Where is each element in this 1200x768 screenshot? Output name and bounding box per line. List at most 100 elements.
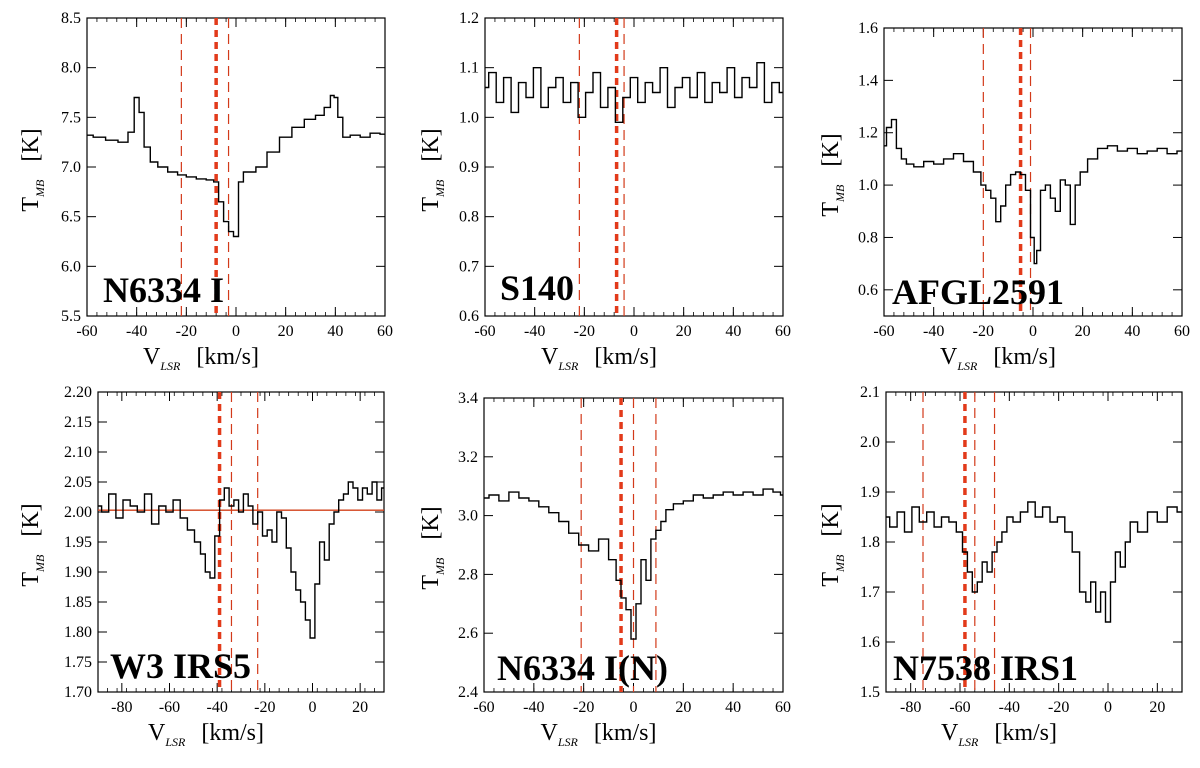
y-axis-label: TMB [K] (818, 133, 847, 216)
y-tick-label: 1.85 (64, 594, 92, 611)
y-tick-label: 1.75 (64, 654, 92, 671)
y-tick-label: 1.2 (858, 125, 878, 142)
y-axis-unit: [K] (418, 128, 444, 167)
y-axis-unit: [K] (818, 133, 844, 172)
y-tick-label: 1.8 (860, 534, 880, 551)
x-tick-label: -20 (574, 323, 595, 340)
y-tick-label: 2.05 (64, 474, 92, 491)
x-tick-label: -20 (973, 323, 994, 340)
panel-4: -80 -60 -40 -20 0 20 1.70 1.75 1.80 1.85 1.90 1.95 2… (18, 384, 385, 749)
x-axis-label: VLSR [km/s] (940, 344, 1056, 373)
y-axis-subscript: MB (433, 557, 447, 576)
spectrum-line (484, 488, 783, 640)
x-tick-label: -20 (573, 699, 594, 716)
spectrum-line (98, 481, 384, 639)
y-tick-label: 5.5 (61, 308, 81, 325)
x-tick-label: -80 (900, 699, 921, 716)
y-axis-label: TMB [K] (418, 506, 447, 589)
y-tick-label: 1.80 (64, 624, 92, 641)
x-axis-unit: [km/s] (195, 720, 264, 746)
spectrum-line (485, 62, 783, 123)
y-tick-label: 1.6 (860, 634, 880, 651)
x-tick-label: 20 (675, 699, 691, 716)
y-tick-label: 6.0 (61, 258, 81, 275)
x-tick-label: -20 (176, 323, 197, 340)
y-axis-label: TMB [K] (18, 128, 47, 211)
y-axis-subscript: MB (433, 179, 447, 198)
x-tick-label: 40 (327, 323, 343, 340)
x-tick-label: -20 (254, 699, 275, 716)
x-tick-label: 20 (1149, 699, 1165, 716)
x-axis-subscript: LSR (159, 359, 181, 373)
x-tick-label: 60 (377, 323, 393, 340)
y-tick-label: 2.15 (64, 414, 92, 431)
x-tick-label: 0 (1104, 699, 1112, 716)
x-tick-label: 40 (725, 323, 741, 340)
x-tick-label: -60 (473, 699, 494, 716)
y-tick-label: 2.0 (860, 434, 880, 451)
y-tick-label: 6.5 (61, 209, 81, 226)
y-tick-label: 2.00 (64, 504, 92, 521)
x-axis-subscript: LSR (557, 735, 579, 749)
x-tick-label: 0 (630, 699, 638, 716)
y-tick-label: 2.10 (64, 444, 92, 461)
x-tick-label: 20 (352, 699, 368, 716)
y-tick-label: 1.6 (858, 20, 878, 37)
y-tick-label: 0.8 (858, 229, 878, 246)
x-tick-label: 60 (775, 323, 791, 340)
panel-2: -60 -40 -20 0 20 40 60 0.6 0.7 0.8 0.9 1.0 1.1 1.2 S14… (418, 10, 791, 373)
source-name-label: AFGL2591 (892, 272, 1064, 312)
y-tick-label: 0.8 (459, 209, 479, 226)
panel-5: -60 -40 -20 0 20 40 60 2.4 2.6 2.8 3.0 3.2 3.4 N6334 … (418, 390, 791, 749)
y-axis-label: TMB [K] (18, 503, 47, 586)
y-axis-label: TMB [K] (418, 128, 447, 211)
x-tick-label: 60 (1174, 323, 1190, 340)
x-axis-unit: [km/s] (588, 344, 657, 370)
x-axis-unit: [km/s] (987, 344, 1056, 370)
x-tick-label: -60 (474, 323, 495, 340)
source-name-label: S140 (500, 268, 574, 308)
x-tick-label: 0 (630, 323, 638, 340)
y-tick-label: 2.6 (458, 625, 478, 642)
x-tick-label: 0 (309, 699, 317, 716)
x-tick-label: -40 (126, 323, 147, 340)
x-tick-label: -20 (1048, 699, 1069, 716)
x-tick-label: -80 (111, 699, 132, 716)
panel-1: -60 -40 -20 0 20 40 60 5.5 6.0 6.5 7.0 7.5 8.0 8.5 N63… (18, 10, 393, 373)
x-axis-label: VLSR [km/s] (148, 720, 264, 749)
panel-3: -60 -40 -20 0 20 40 60 0.6 0.8 1.0 1.2 1.4 1.6 AFGL25… (818, 20, 1190, 373)
y-tick-label: 3.2 (458, 449, 478, 466)
source-name-label: N6334 I (103, 270, 224, 310)
spectrum-line (886, 501, 1182, 623)
x-axis-label: VLSR [km/s] (941, 720, 1057, 749)
x-axis-subscript: LSR (957, 735, 979, 749)
x-axis-unit: [km/s] (190, 344, 259, 370)
x-tick-label: -40 (999, 699, 1020, 716)
x-axis-label: VLSR [km/s] (143, 344, 259, 373)
y-tick-label: 0.6 (858, 282, 878, 299)
x-tick-label: -60 (949, 699, 970, 716)
y-axis-label: TMB [K] (818, 503, 847, 586)
y-axis-subscript: MB (33, 554, 47, 573)
x-tick-label: -40 (524, 323, 545, 340)
y-tick-label: 8.5 (61, 10, 81, 27)
x-axis-subscript: LSR (164, 735, 186, 749)
x-tick-label: 20 (676, 323, 692, 340)
x-tick-label: 20 (1075, 323, 1091, 340)
y-tick-label: 0.7 (459, 258, 479, 275)
spectrum-line (884, 118, 1182, 265)
y-tick-label: 1.7 (860, 584, 880, 601)
y-axis-subscript: MB (833, 184, 847, 203)
x-tick-label: -40 (207, 699, 228, 716)
x-tick-label: 20 (278, 323, 294, 340)
x-axis-label: VLSR [km/s] (541, 344, 657, 373)
spectrum-line (87, 94, 385, 238)
y-axis-unit: [K] (18, 503, 44, 542)
x-tick-label: 40 (725, 699, 741, 716)
plot-frame (885, 391, 1183, 693)
y-tick-label: 7.5 (61, 109, 81, 126)
x-tick-label: -60 (159, 699, 180, 716)
source-name-label: W3 IRS5 (110, 646, 251, 686)
